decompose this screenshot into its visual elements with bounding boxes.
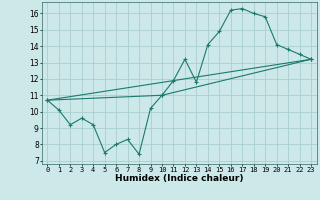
- X-axis label: Humidex (Indice chaleur): Humidex (Indice chaleur): [115, 174, 244, 183]
